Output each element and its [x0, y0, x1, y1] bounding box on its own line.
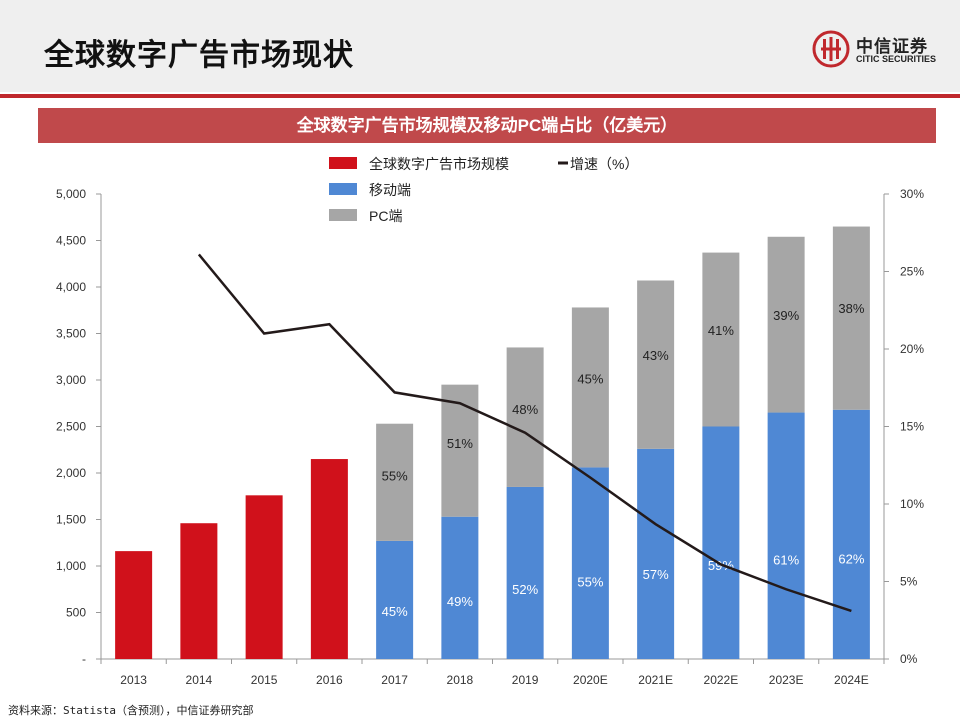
bar-total	[245, 495, 283, 659]
x-tick-label: 2013	[120, 673, 147, 687]
bar-total	[115, 551, 153, 659]
y-left-tick-label: 4,500	[56, 234, 86, 248]
bar-pc	[376, 423, 414, 541]
bar-mobile	[376, 540, 414, 659]
data-label-mobile: 62%	[838, 551, 864, 566]
bar-pc	[832, 226, 870, 410]
logo-name-cn: 中信证券	[856, 37, 928, 56]
x-tick-label: 2014	[186, 673, 213, 687]
legend-swatch-total	[329, 157, 357, 169]
x-tick-label: 2021E	[638, 673, 673, 687]
y-left-tick-label: 4,000	[56, 280, 86, 294]
y-left-tick-label: 3,000	[56, 373, 86, 387]
legend-swatch-pc	[329, 209, 357, 221]
data-label-mobile: 55%	[577, 574, 603, 589]
bar-mobile	[637, 448, 675, 659]
y-right-tick-label: 5%	[900, 575, 918, 589]
y-right-tick-label: 25%	[900, 265, 924, 279]
bar-mobile	[571, 467, 609, 659]
source-note: 资料来源：Statista（含预测），中信证券研究部	[8, 704, 254, 717]
y-left-tick-label: -	[82, 652, 86, 666]
y-right-tick-label: 15%	[900, 420, 924, 434]
y-right-tick-label: 10%	[900, 497, 924, 511]
x-tick-label: 2017	[381, 673, 408, 687]
y-left-tick-label: 5,000	[56, 187, 86, 201]
legend-label-mobile: 移动端	[369, 182, 411, 198]
x-tick-label: 2020E	[573, 673, 608, 687]
growth-line	[197, 253, 852, 613]
data-label-pc: 48%	[512, 402, 538, 417]
x-tick-label: 2022E	[704, 673, 739, 687]
data-label-mobile: 49%	[447, 594, 473, 609]
legend-label-pc: PC端	[369, 208, 402, 224]
y-left-tick-label: 3,500	[56, 327, 86, 341]
bar-total	[180, 523, 218, 659]
chart-title-banner: 全球数字广告市场规模及移动PC端占比（亿美元）	[38, 108, 936, 143]
x-tick-label: 2019	[512, 673, 539, 687]
header-divider	[0, 94, 960, 98]
y-right-tick-label: 20%	[900, 342, 924, 356]
y-right-tick-label: 30%	[900, 187, 924, 201]
data-label-pc: 43%	[643, 348, 669, 363]
citic-logo: 中信证券 CITIC SECURITIES	[812, 30, 952, 70]
bar-mobile	[702, 426, 740, 659]
y-left-tick-label: 2,500	[56, 420, 86, 434]
bar-pc	[506, 347, 544, 487]
bar-pc	[441, 384, 479, 517]
y-right-tick-label: 0%	[900, 652, 918, 666]
bar-pc	[767, 236, 805, 413]
y-left-tick-label: 1,500	[56, 513, 86, 527]
logo-name-en: CITIC SECURITIES	[856, 54, 937, 64]
data-label-pc: 39%	[773, 308, 799, 323]
data-label-pc: 38%	[838, 301, 864, 316]
data-label-pc: 55%	[382, 468, 408, 483]
data-label-pc: 45%	[577, 371, 603, 386]
legend-swatch-mobile	[329, 183, 357, 195]
bar-mobile	[441, 516, 479, 659]
y-left-tick-label: 1,000	[56, 559, 86, 573]
x-tick-label: 2015	[251, 673, 278, 687]
bar-pc	[637, 280, 675, 449]
y-left-tick-label: 500	[66, 606, 86, 620]
data-label-mobile: 52%	[512, 582, 538, 597]
bar-mobile	[506, 486, 544, 659]
y-left-tick-label: 2,000	[56, 466, 86, 480]
header-bar: 全球数字广告市场现状 中信证券 CITIC SECURITIES	[0, 0, 960, 92]
citic-logo-icon	[812, 30, 850, 68]
x-tick-label: 2024E	[834, 673, 869, 687]
bar-pc	[571, 307, 609, 468]
data-label-pc: 41%	[708, 323, 734, 338]
bar-total	[310, 459, 348, 659]
data-label-mobile: 61%	[773, 552, 799, 567]
data-label-pc: 51%	[447, 436, 473, 451]
x-tick-label: 2018	[447, 673, 474, 687]
data-label-mobile: 57%	[643, 567, 669, 582]
legend-label-total: 全球数字广告市场规模	[369, 156, 509, 172]
bar-pc	[702, 252, 740, 427]
legend-label-growth: 增速（%）	[570, 156, 638, 172]
bar-mobile	[767, 412, 805, 659]
bar-mobile	[832, 409, 870, 659]
data-label-mobile: 45%	[382, 604, 408, 619]
x-tick-label: 2023E	[769, 673, 804, 687]
page-title: 全球数字广告市场现状	[44, 39, 354, 72]
x-tick-label: 2016	[316, 673, 343, 687]
